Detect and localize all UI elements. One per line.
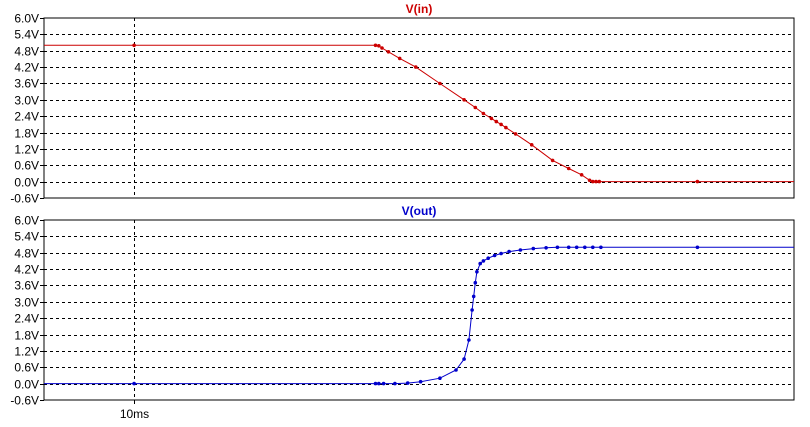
data-point (467, 338, 471, 342)
y-tick-label: 3.0V (14, 296, 39, 310)
y-tick-label: 2.4V (14, 312, 39, 326)
data-point (531, 246, 536, 251)
data-point (386, 50, 391, 54)
data-point (587, 178, 592, 183)
data-point (486, 256, 491, 261)
data-point (529, 143, 534, 147)
data-point (381, 381, 386, 386)
data-point (438, 81, 442, 86)
y-tick-label: 6.0V (14, 214, 39, 228)
vout-plot-pane[interactable]: -0.6V 0.0V 0.6V 1.2V 1.8V 2.4V 3.0V 3.6V 4.2V 4.8… (10, 204, 795, 421)
data-point (132, 381, 136, 386)
y-tick-label: 1.2V (14, 345, 39, 359)
data-point (591, 179, 595, 184)
plot-frame (43, 219, 795, 401)
data-point (492, 253, 497, 258)
data-point (597, 179, 602, 184)
data-point (566, 166, 571, 171)
data-point (555, 245, 560, 250)
data-point (418, 379, 423, 384)
y-tick-label: 3.6V (14, 77, 39, 91)
plot-frame (43, 17, 795, 199)
data-point (494, 119, 499, 124)
y-tick-label: 4.8V (14, 45, 39, 59)
y-tick-label: 5.4V (14, 230, 39, 244)
data-point (454, 368, 458, 372)
data-point (414, 65, 418, 69)
data-point (574, 245, 579, 250)
trace-title[interactable]: V(out) (402, 204, 437, 218)
y-tick-label: 3.6V (14, 279, 39, 293)
data-point (377, 381, 381, 386)
data-point (462, 357, 466, 361)
data-point (579, 173, 584, 177)
data-point (599, 245, 603, 250)
data-point (499, 251, 503, 256)
x-tick-label: 10ms (120, 407, 149, 421)
data-point (475, 270, 479, 274)
data-point (462, 98, 466, 102)
data-point (695, 245, 700, 250)
y-tick-label: -0.6V (10, 394, 39, 408)
vin-plot-pane[interactable]: -0.6V 0.0V 0.6V 1.2V 1.8V 2.4V 3.0V 3.6V 4.2V 4.8… (10, 2, 795, 206)
data-point (132, 43, 136, 48)
data-point (504, 125, 508, 130)
data-point (471, 294, 476, 299)
trace-title[interactable]: V(in) (406, 2, 433, 16)
data-point (518, 248, 523, 252)
data-point (544, 246, 548, 250)
data-point (478, 261, 483, 266)
y-tick-label: -0.6V (10, 192, 39, 206)
data-point (499, 122, 503, 127)
data-point (473, 105, 478, 110)
data-point (513, 132, 518, 136)
y-tick-label: 1.8V (14, 127, 39, 141)
data-point (373, 381, 378, 386)
data-point (377, 44, 381, 48)
data-point (470, 308, 474, 312)
data-point (583, 245, 587, 250)
y-tick-label: 0.0V (14, 378, 39, 392)
y-tick-label: 0.6V (14, 159, 39, 173)
data-point (481, 111, 486, 116)
data-point (591, 245, 595, 250)
y-tick-label: 6.0V (14, 12, 39, 26)
data-point (373, 43, 378, 48)
data-point (489, 116, 494, 121)
data-point (473, 280, 478, 285)
y-tick-label: 0.0V (14, 176, 39, 190)
data-point (405, 381, 410, 385)
data-point (550, 158, 555, 163)
data-point (594, 179, 598, 184)
data-point (438, 376, 442, 381)
y-tick-label: 0.6V (14, 361, 39, 375)
data-point (695, 179, 700, 184)
data-point (397, 56, 402, 61)
y-tick-label: 4.2V (14, 61, 39, 75)
y-tick-label: 2.4V (14, 110, 39, 124)
data-point (507, 249, 511, 254)
y-tick-label: 4.2V (14, 263, 39, 277)
data-point (380, 46, 384, 50)
y-tick-label: 5.4V (14, 28, 39, 42)
data-point (481, 259, 486, 263)
y-tick-label: 1.2V (14, 143, 39, 157)
y-tick-label: 1.8V (14, 329, 39, 343)
data-point (393, 381, 397, 386)
data-point (566, 245, 571, 250)
y-tick-label: 4.8V (14, 247, 39, 261)
y-tick-label: 3.0V (14, 94, 39, 108)
trace-line[interactable] (44, 246, 794, 385)
